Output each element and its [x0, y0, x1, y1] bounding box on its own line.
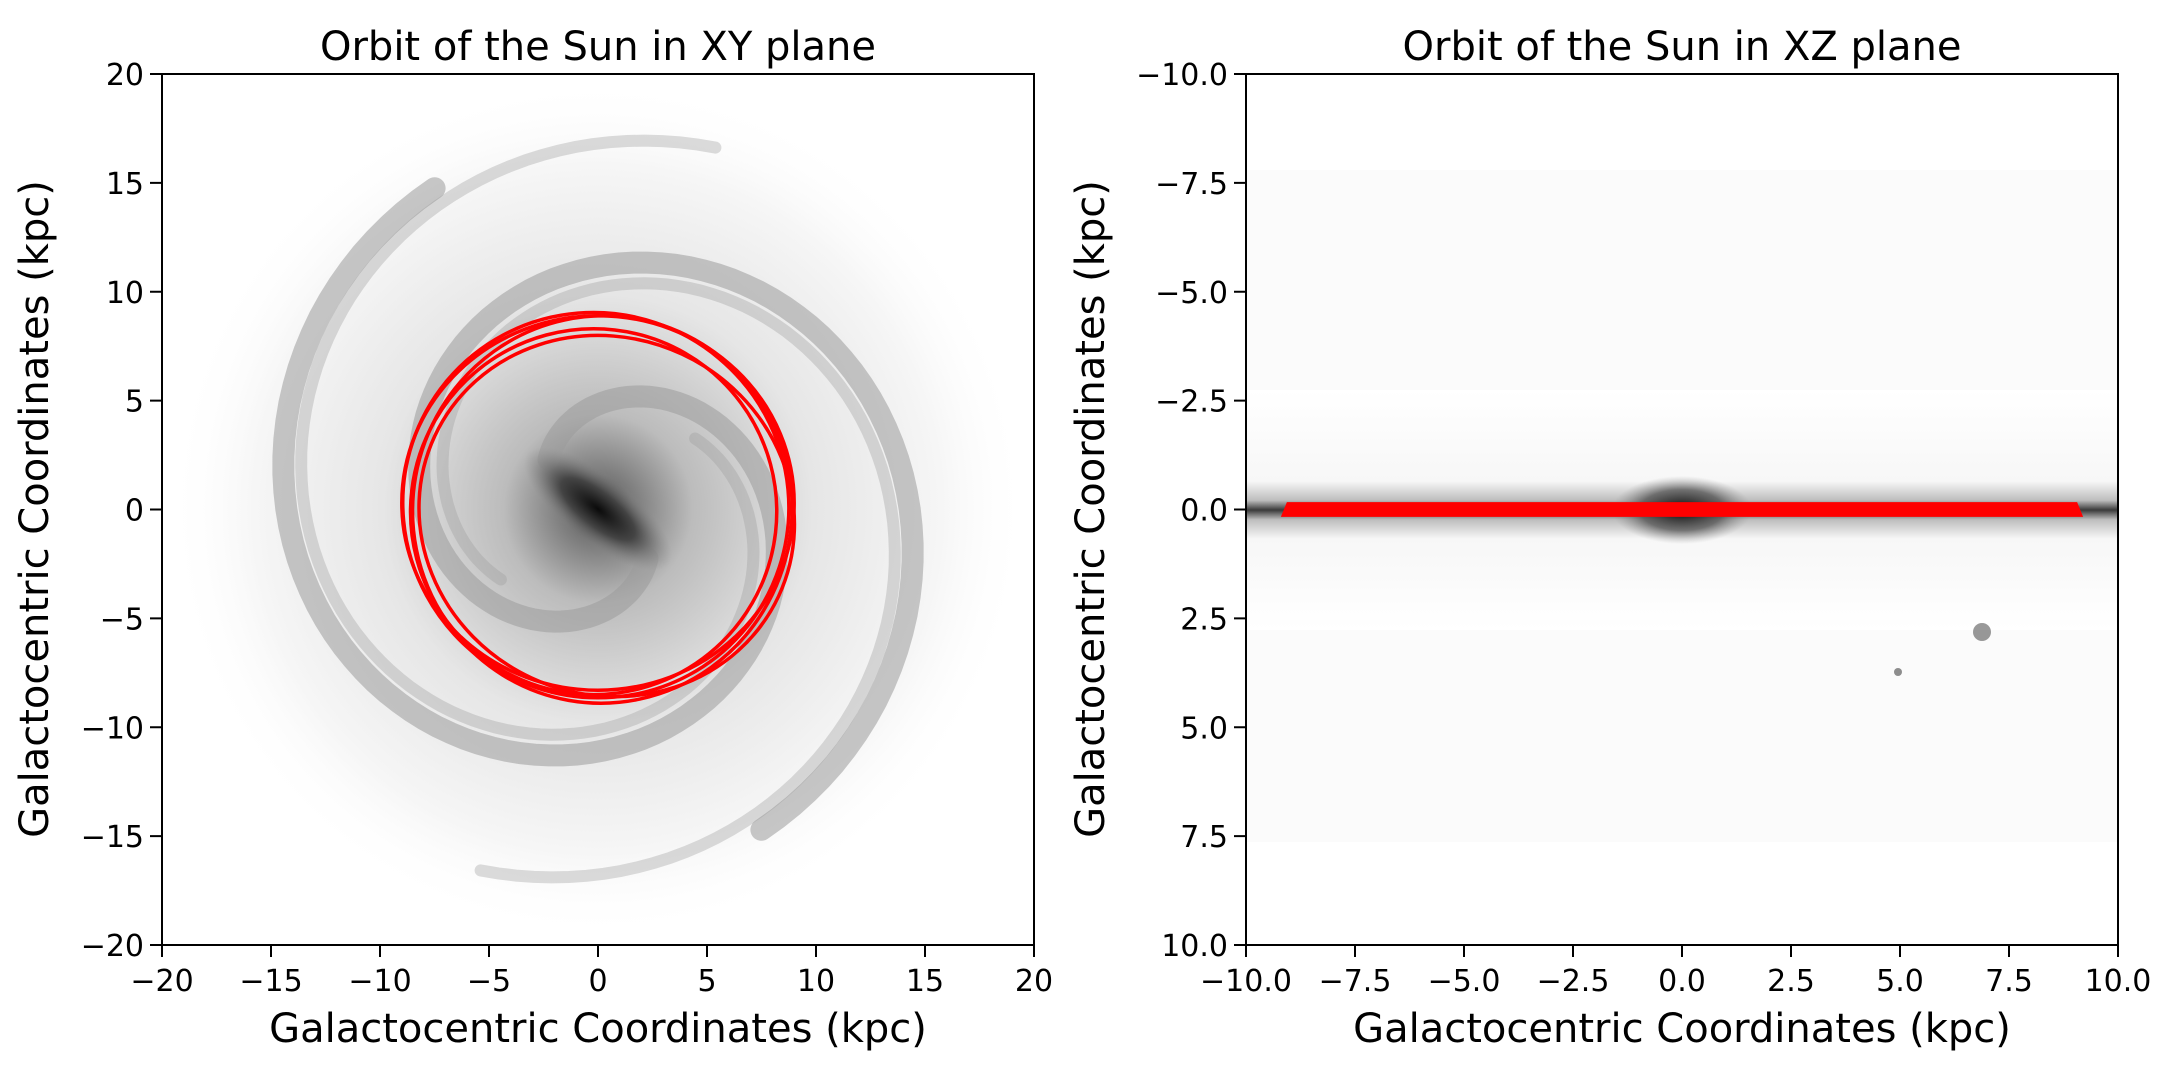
y-tick-label: 2.5: [1180, 602, 1228, 637]
x-tick-label: −10: [348, 964, 411, 999]
y-tick-label: 5: [125, 385, 144, 420]
xz-galaxy-background: [1246, 170, 2118, 842]
y-tick-label: 7.5: [1180, 820, 1228, 855]
xz-y-ticks: −10.0 −7.5 −5.0 −2.5 0.0 2.5 5.0 7.5 10.0: [1136, 58, 1246, 964]
xy-y-ticks: 20 15 10 5 0 −5 −10 −15 −20: [81, 58, 162, 964]
orbit-loop: [408, 327, 779, 697]
xz-panel: −10.0 −7.5 −5.0 −2.5 0.0 2.5 5.0 7.5 10.0 −10.0−…: [1068, 24, 2151, 1052]
x-tick-label: −20: [130, 964, 193, 999]
y-tick-label: 10: [106, 276, 144, 311]
xy-panel: −20 −15 −10 −5 0 5 10 15 20 20151050−5−10−15−20 …: [12, 24, 1053, 1052]
y-tick-label: 0: [125, 494, 144, 529]
x-tick-label: 10.0: [2085, 964, 2152, 999]
orbit-loop: [417, 333, 797, 699]
x-tick-label: 15: [906, 964, 944, 999]
orbit-band: [1280, 502, 2084, 517]
x-tick-label: −15: [239, 964, 302, 999]
xz-xlabel: Galactocentric Coordinates (kpc): [1353, 1006, 2011, 1052]
galactic-bar: [524, 447, 672, 571]
xz-x-ticks: −10.0 −7.5 −5.0 −2.5 0.0 2.5 5.0 7.5 10.0: [1200, 945, 2151, 999]
y-tick-label: 5.0: [1180, 711, 1228, 746]
satellite-galaxy: [1894, 668, 1902, 676]
y-tick-label: −20: [81, 929, 144, 964]
x-tick-label: 7.5: [1985, 964, 2033, 999]
xy-galaxy-background: [168, 79, 1028, 939]
xy-orbit-series: [400, 310, 797, 705]
xz-title: Orbit of the Sun in XZ plane: [1403, 24, 1962, 70]
y-tick-label: −5.0: [1155, 276, 1228, 311]
satellite-galaxy: [1973, 623, 1991, 641]
y-tick-label: −15: [81, 820, 144, 855]
x-tick-label: 0: [588, 964, 607, 999]
y-tick-label: −7.5: [1155, 167, 1228, 202]
xy-title: Orbit of the Sun in XY plane: [320, 24, 876, 70]
spiral-arms: [272, 134, 924, 884]
y-tick-label: 15: [106, 167, 144, 202]
y-tick-label: 10.0: [1161, 929, 1228, 964]
y-tick-label: −10: [81, 711, 144, 746]
x-tick-label: 10: [797, 964, 835, 999]
x-tick-label: −5.0: [1428, 964, 1501, 999]
x-tick-label: 2.5: [1767, 964, 1815, 999]
y-tick-label: −5: [100, 602, 144, 637]
x-tick-label: 5.0: [1876, 964, 1924, 999]
orbit-loop: [401, 310, 791, 700]
xz-orbit-series: [1280, 502, 2084, 517]
x-tick-label: 0.0: [1658, 964, 1706, 999]
x-tick-label: 5: [697, 964, 716, 999]
y-tick-label: 20: [106, 58, 144, 93]
y-tick-label: 0.0: [1180, 494, 1228, 529]
y-tick-label: −2.5: [1155, 385, 1228, 420]
x-tick-label: −7.5: [1319, 964, 1392, 999]
xy-xlabel: Galactocentric Coordinates (kpc): [269, 1006, 927, 1052]
xy-x-ticks: −20 −15 −10 −5 0 5 10 15 20: [130, 945, 1053, 999]
y-tick-label: −10.0: [1136, 58, 1228, 93]
x-tick-label: 20: [1015, 964, 1053, 999]
x-tick-label: −5: [467, 964, 511, 999]
x-tick-label: −2.5: [1537, 964, 1610, 999]
xz-ylabel: Galactocentric Coordinates (kpc): [1068, 180, 1114, 838]
x-tick-label: −10.0: [1200, 964, 1292, 999]
xy-ylabel: Galactocentric Coordinates (kpc): [12, 180, 58, 838]
